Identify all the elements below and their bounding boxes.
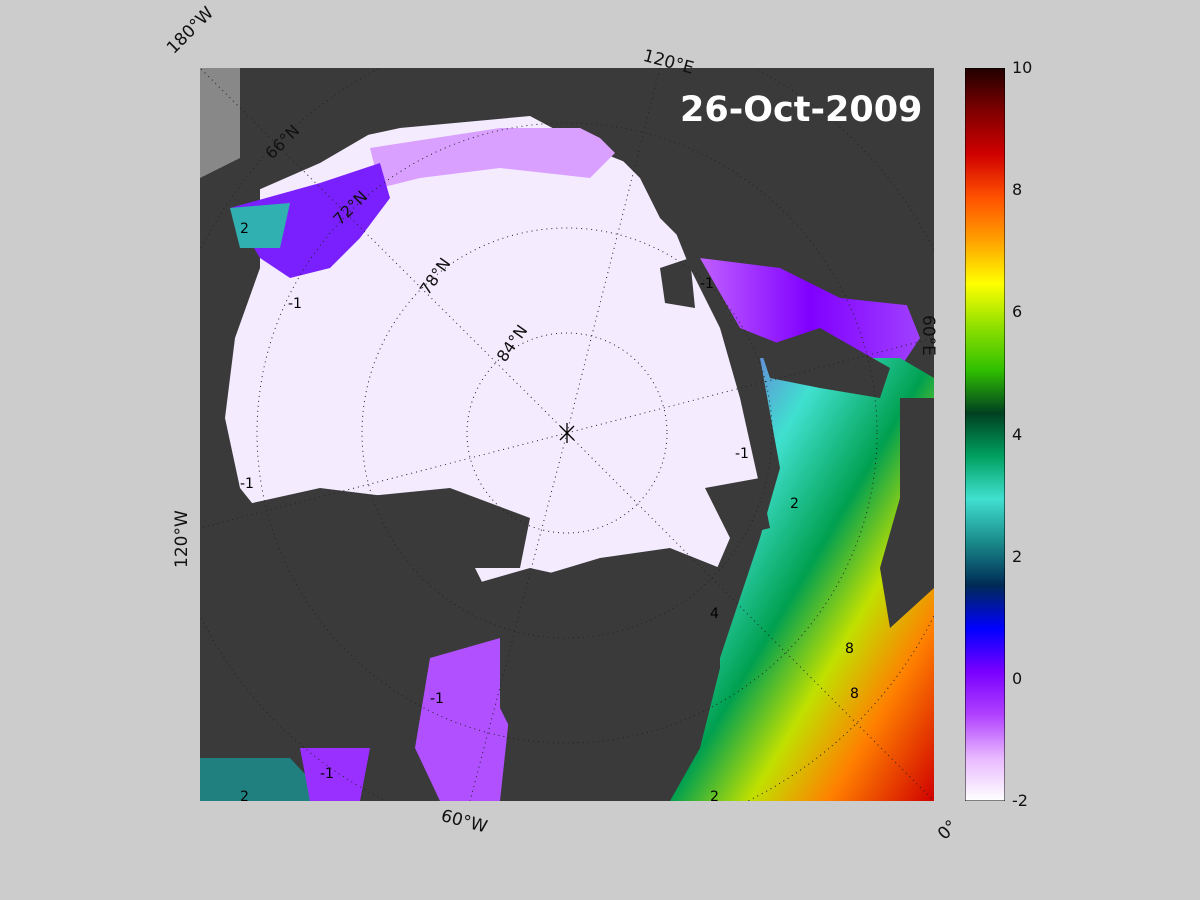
contour-label: 4 — [710, 606, 719, 622]
colorbar-scale — [965, 68, 1005, 801]
lon-label-60w: 60°W — [438, 806, 490, 838]
svalbard — [705, 478, 770, 538]
hudson-purple — [300, 748, 370, 801]
colorbar — [965, 68, 1005, 801]
contour-label: 2 — [790, 496, 799, 512]
contour-label: 8 — [850, 686, 859, 702]
contour-label: -1 — [320, 766, 334, 782]
hudson-teal — [200, 758, 330, 801]
contour-label: 2 — [710, 789, 719, 801]
scandinavia — [880, 398, 934, 628]
novaya-zemlya — [760, 328, 890, 398]
contour-label: -1 — [240, 476, 254, 492]
longitude-grid — [200, 68, 934, 801]
lon-label-60e: 60°E — [918, 315, 938, 356]
contour-label: 8 — [845, 641, 854, 657]
siberia — [580, 68, 934, 308]
contour-label: -1 — [735, 446, 749, 462]
map-canvas: 66°N 72°N 78°N 84°N 2 -1 -1 -1 2 -1 -1 8… — [200, 68, 934, 801]
alaska — [200, 68, 410, 208]
arctic-map: 66°N 72°N 78°N 84°N 2 -1 -1 -1 2 -1 -1 8… — [200, 68, 934, 801]
lon-label-0: 0° — [934, 816, 962, 845]
contour-label: 2 — [240, 221, 249, 237]
ellesmere-island — [350, 488, 530, 568]
contour-label: -1 — [700, 276, 714, 292]
colorbar-tick-label: 8 — [1012, 180, 1023, 200]
date-label: 26-Oct-2009 — [680, 90, 923, 130]
greenland — [500, 548, 720, 801]
contour-label: -1 — [430, 691, 444, 707]
colorbar-tick-label: 4 — [1012, 424, 1023, 444]
chukchi-sea — [230, 163, 390, 278]
contour-label: 2 — [240, 789, 249, 801]
colorbar-tick-label: 10 — [1012, 58, 1033, 77]
latitude-grid — [200, 68, 934, 801]
north-atlantic — [670, 358, 934, 801]
ocean-grey — [200, 68, 240, 178]
lon-label-120w: 120°W — [172, 510, 192, 568]
bering-teal — [230, 203, 290, 248]
contour-label: -1 — [288, 296, 302, 312]
pole-marker — [559, 423, 575, 443]
lon-label-180w: 180°W — [163, 3, 218, 59]
colorbar-tick-label: 6 — [1012, 302, 1023, 322]
baffin-bay — [415, 638, 510, 801]
colorbar-tick-label: -2 — [1012, 791, 1028, 810]
siberian-sea — [370, 128, 620, 188]
franz-josef-land — [660, 258, 695, 308]
colorbar-tick-label: 2 — [1012, 546, 1023, 566]
colorbar-tick-label: 0 — [1012, 668, 1023, 688]
